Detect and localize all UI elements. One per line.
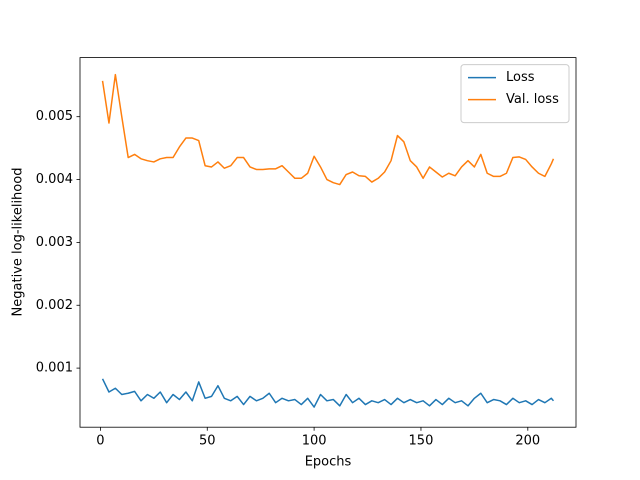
x-tick-label: 150 [409,434,434,449]
y-tick-label: 0.001 [36,361,73,376]
legend-label: Loss [506,70,535,85]
plot-frame [79,57,577,428]
y-tick-label: 0.004 [36,172,73,187]
x-tick-label: 50 [199,434,216,449]
line [101,73,555,186]
y-axis-label: Negative log-likelihood [11,168,26,317]
x-axis-label: Epochs [305,455,352,470]
y-tick-label: 0.003 [36,235,73,250]
x-tick-label: 0 [96,434,104,449]
legend-box [460,64,570,124]
y-tick-label: 0.005 [36,109,73,124]
y-tick-label: 0.002 [36,298,73,313]
x-tick-label: 100 [302,434,327,449]
legend-label: Val. loss [506,92,559,107]
line [101,378,555,408]
x-tick-label: 200 [515,434,540,449]
